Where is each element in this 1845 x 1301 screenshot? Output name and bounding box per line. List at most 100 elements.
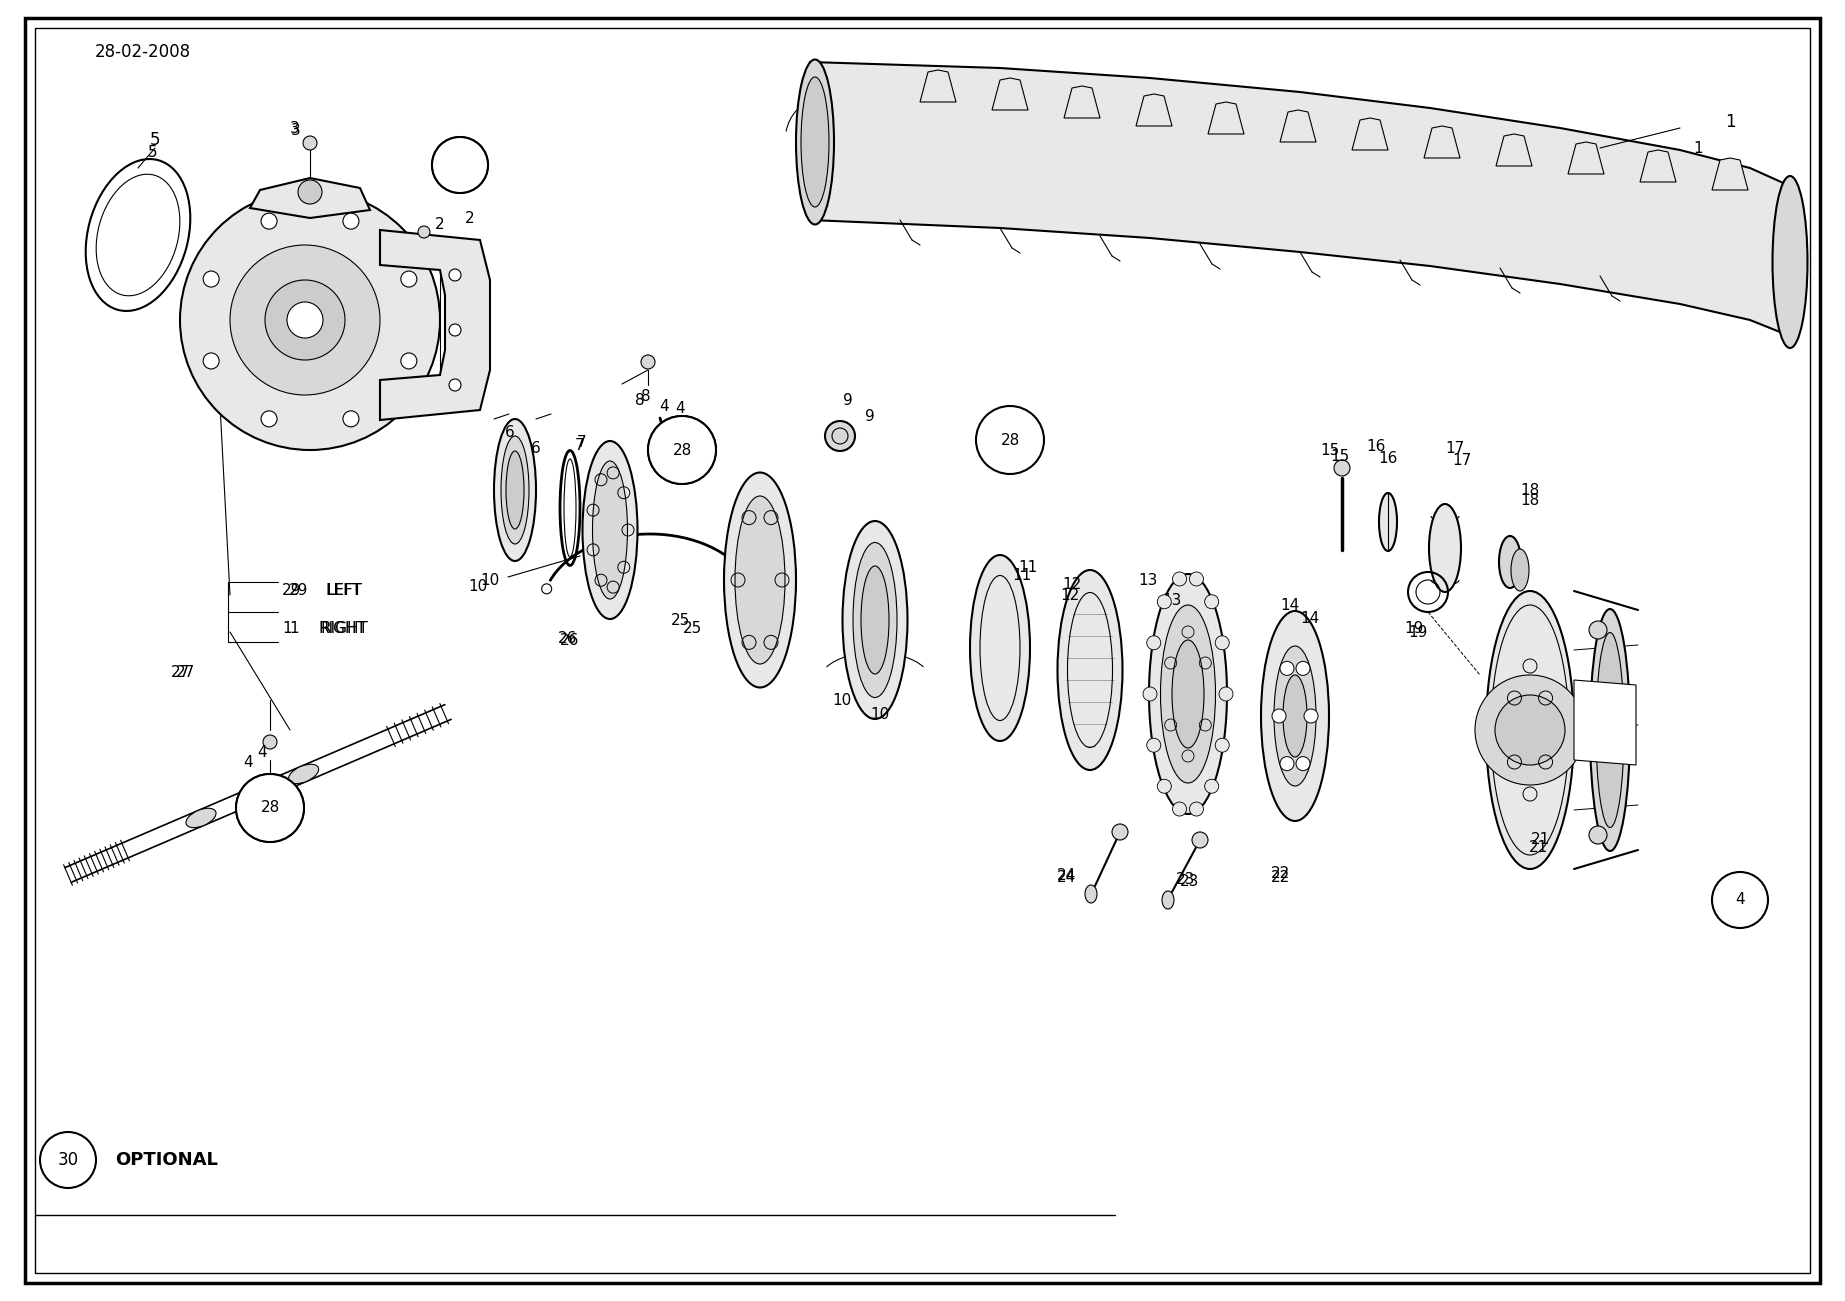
Circle shape bbox=[976, 406, 1044, 474]
Ellipse shape bbox=[1773, 176, 1808, 347]
Circle shape bbox=[1589, 826, 1607, 844]
Text: 28-02-2008: 28-02-2008 bbox=[94, 43, 192, 61]
Text: RIGHT: RIGHT bbox=[319, 621, 367, 635]
Text: 19: 19 bbox=[1408, 624, 1428, 640]
Text: 16: 16 bbox=[1378, 450, 1399, 466]
Ellipse shape bbox=[1511, 549, 1530, 591]
Polygon shape bbox=[1280, 111, 1315, 142]
Text: 23: 23 bbox=[1181, 874, 1199, 890]
Text: 28: 28 bbox=[1000, 432, 1020, 448]
Circle shape bbox=[1280, 757, 1293, 770]
Circle shape bbox=[260, 411, 277, 427]
Circle shape bbox=[419, 226, 430, 238]
Ellipse shape bbox=[1590, 609, 1629, 851]
Ellipse shape bbox=[1282, 675, 1306, 757]
Text: 24: 24 bbox=[1057, 869, 1076, 883]
Circle shape bbox=[1220, 687, 1232, 701]
Circle shape bbox=[1144, 687, 1157, 701]
Circle shape bbox=[1280, 661, 1293, 675]
Circle shape bbox=[231, 245, 380, 396]
Ellipse shape bbox=[592, 461, 627, 598]
Text: 6: 6 bbox=[506, 424, 515, 440]
Text: 11: 11 bbox=[1013, 567, 1031, 583]
Text: 15: 15 bbox=[1321, 442, 1339, 458]
Text: 1: 1 bbox=[282, 621, 292, 635]
Polygon shape bbox=[1137, 94, 1172, 126]
Text: 21: 21 bbox=[1530, 833, 1550, 847]
Ellipse shape bbox=[288, 764, 319, 783]
Circle shape bbox=[264, 735, 277, 749]
Circle shape bbox=[1157, 779, 1172, 794]
Ellipse shape bbox=[734, 496, 784, 664]
Text: 4: 4 bbox=[659, 398, 670, 414]
Text: 24: 24 bbox=[1057, 870, 1076, 886]
Circle shape bbox=[1494, 695, 1565, 765]
Circle shape bbox=[400, 353, 417, 369]
Text: 10: 10 bbox=[469, 579, 487, 593]
Text: 10: 10 bbox=[871, 706, 889, 722]
Ellipse shape bbox=[1057, 570, 1122, 770]
Text: 17: 17 bbox=[1452, 453, 1472, 467]
Text: 6: 6 bbox=[531, 441, 541, 455]
Ellipse shape bbox=[723, 472, 795, 687]
Polygon shape bbox=[380, 230, 491, 420]
Ellipse shape bbox=[852, 543, 897, 697]
Polygon shape bbox=[251, 178, 371, 219]
Circle shape bbox=[432, 137, 487, 193]
Circle shape bbox=[1295, 757, 1310, 770]
Text: 25: 25 bbox=[683, 621, 701, 635]
Text: 8: 8 bbox=[642, 389, 651, 403]
Circle shape bbox=[203, 271, 220, 288]
Polygon shape bbox=[1496, 134, 1531, 167]
Text: 30: 30 bbox=[57, 1151, 79, 1170]
Circle shape bbox=[260, 213, 277, 229]
Text: 21: 21 bbox=[1528, 840, 1548, 856]
Text: 29: 29 bbox=[282, 583, 301, 597]
Circle shape bbox=[303, 137, 317, 150]
Text: 18: 18 bbox=[1520, 493, 1539, 507]
Text: 27: 27 bbox=[175, 665, 194, 679]
Ellipse shape bbox=[1378, 493, 1397, 552]
Circle shape bbox=[203, 353, 220, 369]
Text: 13: 13 bbox=[1162, 592, 1181, 608]
Circle shape bbox=[1205, 595, 1220, 609]
Text: 9: 9 bbox=[843, 393, 852, 407]
Ellipse shape bbox=[506, 451, 524, 530]
Circle shape bbox=[181, 190, 439, 450]
Text: 5: 5 bbox=[148, 144, 159, 160]
Text: 19: 19 bbox=[1404, 621, 1424, 635]
Circle shape bbox=[236, 774, 304, 842]
Text: 3: 3 bbox=[290, 121, 301, 135]
Text: 26: 26 bbox=[561, 632, 579, 648]
Text: 26: 26 bbox=[559, 631, 577, 645]
Circle shape bbox=[1192, 833, 1208, 848]
Circle shape bbox=[1113, 824, 1127, 840]
Circle shape bbox=[299, 180, 323, 204]
Circle shape bbox=[266, 280, 345, 360]
Polygon shape bbox=[993, 78, 1028, 111]
Text: 4: 4 bbox=[1734, 892, 1745, 908]
Polygon shape bbox=[1568, 142, 1603, 174]
Text: 7: 7 bbox=[577, 435, 587, 450]
Text: LEFT: LEFT bbox=[325, 583, 362, 597]
Circle shape bbox=[448, 269, 461, 281]
Text: 21: 21 bbox=[1590, 827, 1605, 840]
Circle shape bbox=[1148, 738, 1161, 752]
Text: 2: 2 bbox=[465, 211, 474, 225]
Circle shape bbox=[1190, 572, 1203, 585]
Circle shape bbox=[1173, 572, 1186, 585]
Polygon shape bbox=[1640, 150, 1675, 182]
Text: 30: 30 bbox=[450, 157, 470, 173]
Text: 20: 20 bbox=[1587, 725, 1605, 739]
Circle shape bbox=[432, 137, 487, 193]
Circle shape bbox=[448, 324, 461, 336]
Ellipse shape bbox=[1430, 503, 1461, 592]
Circle shape bbox=[1589, 621, 1607, 639]
Ellipse shape bbox=[494, 419, 537, 561]
Text: 28: 28 bbox=[672, 442, 692, 458]
Ellipse shape bbox=[1172, 640, 1205, 748]
Circle shape bbox=[343, 411, 360, 427]
Text: 22: 22 bbox=[1271, 866, 1290, 882]
Circle shape bbox=[648, 416, 716, 484]
Polygon shape bbox=[1424, 126, 1459, 157]
